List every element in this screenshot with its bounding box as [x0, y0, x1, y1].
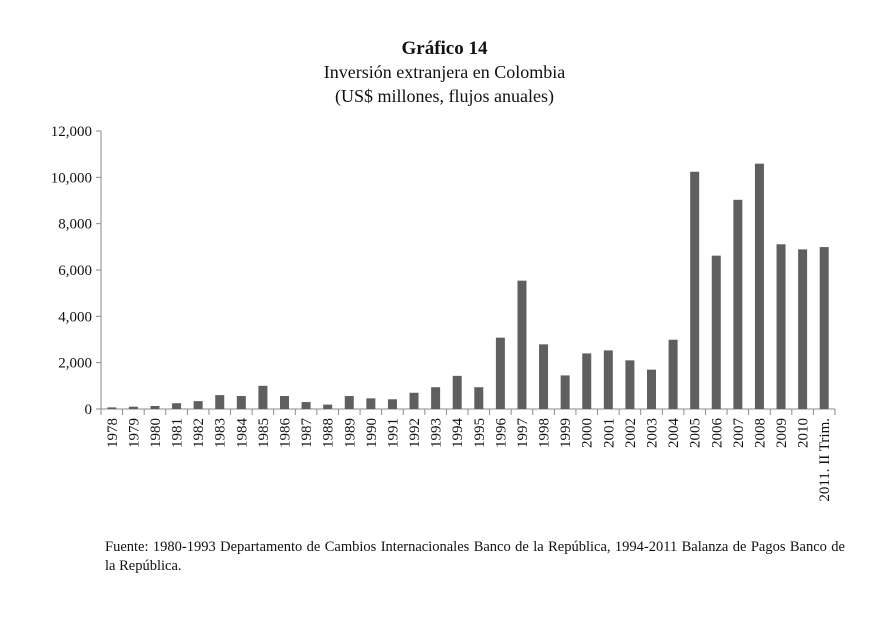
x-tick-label: 1984	[234, 418, 250, 449]
bar	[236, 396, 246, 409]
bar	[107, 407, 117, 409]
x-tick-label: 1997	[515, 418, 531, 449]
x-tick-label: 2002	[623, 418, 639, 448]
bar	[625, 360, 635, 409]
x-tick-label: 2000	[580, 418, 596, 448]
x-tick-label: 1988	[321, 418, 337, 448]
bar	[344, 396, 354, 409]
x-tick-label: 1987	[299, 418, 315, 449]
x-tick-label: 1994	[450, 418, 466, 449]
y-tick-label: 4,000	[58, 309, 92, 325]
bar	[647, 369, 656, 409]
x-tick-label: 1992	[407, 418, 423, 448]
bar	[582, 353, 592, 409]
bar	[539, 344, 549, 409]
x-tick-label: 2004	[666, 418, 682, 449]
bar	[517, 280, 527, 409]
x-tick-label: 1979	[126, 418, 142, 448]
bar	[128, 406, 138, 409]
y-tick-label: 6,000	[58, 263, 92, 279]
bar	[280, 396, 289, 409]
x-tick-label: 1989	[342, 418, 358, 448]
bar	[215, 395, 225, 409]
x-tick-label: 1993	[429, 418, 445, 448]
bar	[711, 255, 721, 409]
x-tick-label: 1998	[537, 418, 553, 448]
bar	[150, 405, 160, 409]
bar	[668, 339, 678, 409]
bar	[690, 171, 700, 409]
y-tick-label: 0	[85, 402, 93, 418]
bar	[733, 199, 743, 409]
x-tick-label: 2010	[796, 418, 812, 448]
bar	[560, 375, 570, 409]
bar	[819, 247, 829, 409]
y-tick-label: 2,000	[58, 356, 92, 372]
x-tick-label: 2003	[645, 418, 661, 448]
x-tick-label: 1980	[148, 418, 164, 448]
x-tick-label: 1995	[472, 418, 488, 448]
y-tick-label: 8,000	[58, 217, 92, 233]
y-tick-label: 10,000	[51, 170, 92, 186]
bar	[776, 244, 786, 409]
bar	[474, 387, 484, 409]
x-tick-label: 1999	[558, 418, 574, 448]
x-tick-label: 2001	[601, 418, 617, 448]
x-tick-label: 2007	[731, 418, 747, 449]
x-tick-label: 1982	[191, 418, 207, 448]
bar	[172, 403, 182, 409]
bar	[798, 249, 808, 409]
x-tick-label: 1978	[105, 418, 121, 448]
x-tick-label: 2011. II Trim.	[817, 418, 833, 502]
x-tick-label: 2005	[688, 418, 704, 448]
chart-title: Gráfico 14	[401, 38, 488, 59]
x-tick-label: 1981	[170, 418, 186, 448]
x-tick-label: 2008	[752, 418, 768, 448]
x-tick-label: 2006	[709, 418, 725, 449]
x-tick-label: 1990	[364, 418, 380, 448]
x-tick-label: 1985	[256, 418, 272, 448]
source-note: Fuente: 1980-1993 Departamento de Cambio…	[105, 539, 845, 574]
bar	[301, 402, 311, 409]
bar	[366, 398, 376, 409]
bar	[323, 404, 333, 409]
bar	[431, 387, 441, 409]
x-tick-label: 1991	[385, 418, 401, 448]
bar	[495, 337, 505, 409]
chart-subtitle: Inversión extranjera en Colombia	[323, 62, 566, 82]
x-tick-label: 1996	[493, 418, 509, 449]
x-tick-label: 1986	[278, 418, 294, 449]
bar	[193, 401, 203, 409]
x-tick-label: 1983	[213, 418, 229, 448]
x-tick-label: 2009	[774, 418, 790, 448]
bar	[754, 163, 764, 409]
bar	[452, 375, 462, 409]
bar	[258, 385, 268, 409]
bar	[603, 350, 613, 409]
bar	[387, 399, 397, 409]
y-tick-label: 12,000	[51, 124, 92, 140]
chart-units: (US$ millones, flujos anuales)	[335, 86, 554, 106]
bar	[409, 392, 419, 409]
